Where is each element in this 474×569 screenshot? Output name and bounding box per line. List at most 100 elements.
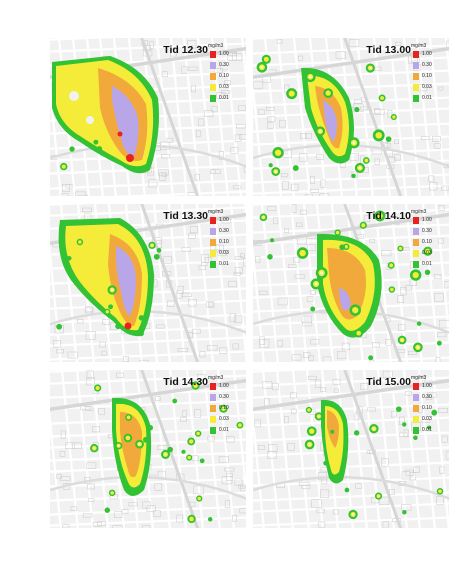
plume-spot-hole	[377, 495, 380, 497]
building	[311, 499, 322, 508]
plume-spot	[395, 406, 402, 412]
plume-spot-hole	[416, 346, 420, 349]
map-canvas	[253, 204, 449, 362]
map-canvas	[253, 370, 449, 528]
legend-unit: mg/m3	[208, 209, 224, 215]
legend-value: 0.03	[219, 84, 229, 90]
plume-spot-core	[344, 245, 348, 249]
plume-spot	[69, 146, 75, 152]
building	[318, 521, 326, 528]
legend-swatch	[210, 84, 216, 91]
legend-swatch	[210, 250, 216, 257]
building	[161, 154, 171, 159]
building	[394, 139, 399, 144]
street	[291, 370, 310, 528]
building	[101, 350, 107, 357]
building	[155, 396, 161, 402]
plume-spot-core	[309, 428, 315, 434]
building	[394, 154, 401, 161]
legend-item: 0.03	[208, 83, 240, 94]
street	[50, 408, 62, 528]
building	[216, 92, 226, 99]
plume-spot	[207, 517, 213, 522]
building	[163, 256, 172, 264]
street	[305, 370, 324, 528]
street	[444, 38, 449, 80]
building	[121, 509, 129, 514]
building	[128, 502, 138, 507]
building	[360, 106, 369, 111]
plume-zone	[323, 100, 337, 142]
plume-peak	[126, 154, 134, 162]
legend-swatch	[210, 51, 216, 58]
legend-item: 1.00	[208, 50, 240, 61]
plume-spot	[172, 398, 178, 404]
building	[348, 39, 360, 47]
building	[232, 343, 239, 350]
building	[308, 375, 317, 380]
building	[374, 109, 385, 115]
street	[50, 477, 246, 488]
building	[207, 302, 214, 307]
plume-spot-core	[238, 423, 242, 428]
building	[85, 406, 94, 411]
street	[253, 502, 449, 513]
building	[197, 373, 206, 381]
legend-swatch	[413, 62, 419, 69]
plume-spot-core	[78, 240, 82, 244]
legend-swatch	[210, 427, 216, 434]
legend-swatch	[413, 250, 419, 257]
plume-spot-hole	[314, 282, 318, 286]
legend-value: 0.30	[422, 394, 432, 400]
main-road	[140, 38, 200, 196]
building	[234, 134, 242, 142]
plume	[256, 54, 397, 179]
legend-item: 1.00	[411, 216, 443, 227]
street	[50, 414, 246, 425]
building	[259, 290, 268, 295]
plume-spot	[353, 430, 360, 436]
plume-spot-hole	[260, 65, 264, 69]
plume-spot-core	[193, 383, 198, 388]
street	[50, 206, 246, 217]
building	[384, 143, 391, 148]
building	[355, 483, 363, 489]
building	[156, 324, 166, 329]
legend-swatch	[413, 217, 419, 224]
legend-item: 1.00	[411, 382, 443, 393]
building	[427, 392, 437, 399]
legend-value: 0.10	[422, 73, 432, 79]
plume-spot	[323, 460, 329, 466]
plume-spot	[339, 244, 346, 251]
building	[381, 458, 389, 467]
building	[62, 524, 70, 528]
plume-spot-core	[187, 455, 191, 460]
building	[207, 435, 215, 442]
street	[253, 96, 449, 107]
legend-swatch	[413, 416, 419, 423]
building	[72, 442, 82, 449]
building	[226, 52, 237, 61]
building	[398, 416, 405, 425]
building	[436, 496, 444, 505]
building	[153, 510, 161, 517]
building	[369, 238, 375, 243]
legend-item: 0.30	[411, 393, 443, 404]
street	[196, 38, 215, 196]
legend-swatch	[210, 239, 216, 246]
plume-spot-core	[105, 310, 109, 314]
building	[291, 204, 297, 213]
plume-spot	[292, 165, 299, 172]
building	[77, 318, 84, 324]
building	[187, 66, 198, 71]
building	[429, 182, 438, 191]
plume-hole	[69, 91, 79, 101]
building	[190, 226, 198, 233]
building	[60, 430, 66, 439]
building	[372, 342, 380, 348]
building	[310, 175, 315, 184]
plume-spot-hole	[319, 130, 322, 133]
building	[320, 489, 330, 498]
concentration-legend: mg/m3 1.00 0.30 0.10 0.03 0.01	[411, 375, 443, 437]
plume-spot	[142, 436, 149, 443]
